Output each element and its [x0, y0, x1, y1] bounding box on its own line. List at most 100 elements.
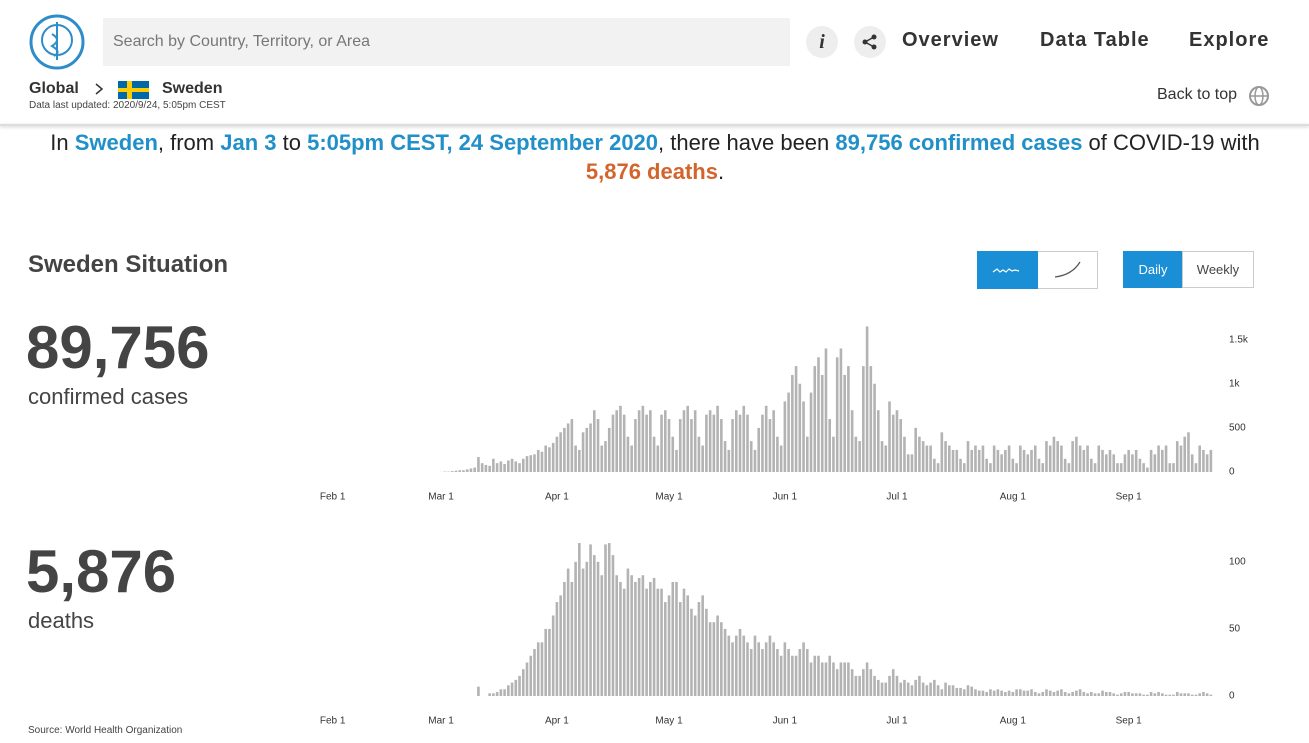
bar: [682, 410, 686, 472]
bar: [544, 445, 547, 472]
bar: [1101, 449, 1104, 472]
bar: [589, 544, 592, 696]
bar: [1048, 445, 1052, 472]
search-box[interactable]: Search by Country, Territory, or Area: [103, 18, 790, 66]
info-button[interactable]: i: [806, 26, 838, 58]
bar: [1153, 454, 1157, 472]
bar: [731, 642, 734, 696]
bar: [495, 463, 499, 472]
bar: [533, 649, 536, 696]
bar: [615, 575, 619, 696]
nav-link[interactable]: Overview: [902, 29, 999, 51]
bar: [1194, 463, 1198, 472]
bar: [495, 691, 499, 696]
bar: [738, 414, 742, 472]
bar: [1198, 445, 1201, 472]
bar: [817, 655, 820, 696]
nav-link[interactable]: Data Table: [1040, 29, 1150, 51]
bar: [581, 432, 585, 472]
nav-link[interactable]: Explore: [1189, 29, 1270, 51]
bar: [966, 441, 970, 472]
bar: [503, 689, 506, 696]
bar: [891, 669, 895, 696]
bar: [1205, 454, 1209, 472]
bar: [921, 682, 925, 696]
bar: [802, 642, 805, 696]
bar: [585, 561, 589, 696]
bar: [850, 410, 854, 472]
bar: [555, 436, 559, 472]
bar: [514, 679, 518, 696]
bar: [462, 470, 465, 472]
bar: [701, 445, 704, 472]
bar: [1164, 445, 1168, 472]
bar: [499, 689, 503, 696]
bar: [1030, 689, 1033, 696]
bar: [948, 685, 951, 696]
bar: [877, 410, 880, 472]
bar: [888, 675, 891, 696]
headline: In Sweden, from Jan 3 to 5:05pm CEST, 24…: [20, 128, 1290, 186]
bar: [723, 441, 727, 472]
x-tick-label: Aug 1: [1000, 716, 1027, 727]
back-to-top[interactable]: Back to top: [1157, 86, 1238, 103]
bar: [903, 436, 906, 472]
bar: [1048, 690, 1052, 696]
bar: [1071, 441, 1074, 472]
bar: [705, 414, 708, 472]
bar: [1146, 694, 1149, 696]
bar: [944, 441, 947, 472]
bar: [600, 445, 604, 472]
bar: [727, 635, 731, 696]
bar: [820, 662, 824, 696]
bar: [641, 405, 645, 472]
bar: [697, 436, 701, 472]
chart-type-toggle[interactable]: [977, 251, 1098, 289]
bar: [551, 615, 555, 696]
x-tick-label: Jun 1: [773, 492, 798, 503]
bar: [675, 581, 678, 696]
weekly-button[interactable]: Weekly: [1182, 251, 1254, 288]
bar: [626, 436, 630, 472]
bar: [1063, 458, 1067, 472]
bar: [873, 675, 876, 696]
breadcrumb-link[interactable]: Global: [29, 80, 79, 97]
bar: [518, 463, 521, 472]
bar: [1041, 691, 1045, 696]
deaths-number: 5,876: [26, 538, 177, 605]
share-button[interactable]: [854, 26, 886, 58]
daily-button[interactable]: Daily: [1123, 251, 1183, 288]
bar: [544, 628, 547, 696]
bar: [660, 588, 663, 696]
bar: [914, 427, 917, 472]
bar: [880, 682, 884, 696]
bar: [925, 445, 929, 472]
bar: [891, 414, 895, 472]
bar: [1183, 436, 1187, 472]
bar: [791, 374, 794, 472]
bar: [959, 458, 962, 472]
bar: [693, 410, 697, 472]
bar: [1127, 691, 1130, 696]
bar: [1019, 445, 1022, 472]
bar: [832, 436, 835, 472]
globe-icon[interactable]: [1248, 85, 1270, 107]
bar: [1153, 693, 1157, 696]
bar: [1175, 441, 1179, 472]
bar: [634, 419, 637, 472]
bar: [1033, 445, 1037, 472]
bar: [925, 685, 929, 696]
bar: [1149, 691, 1153, 696]
bar: [1011, 458, 1015, 472]
bar: [1082, 449, 1086, 472]
bar: [1060, 689, 1063, 696]
bar: [1045, 689, 1048, 696]
bar: [1075, 436, 1078, 472]
bar: [1164, 694, 1168, 696]
bar: [619, 405, 622, 472]
bar: [492, 693, 495, 696]
bar: [1086, 693, 1089, 696]
bar: [948, 445, 951, 472]
bar: [678, 419, 682, 472]
